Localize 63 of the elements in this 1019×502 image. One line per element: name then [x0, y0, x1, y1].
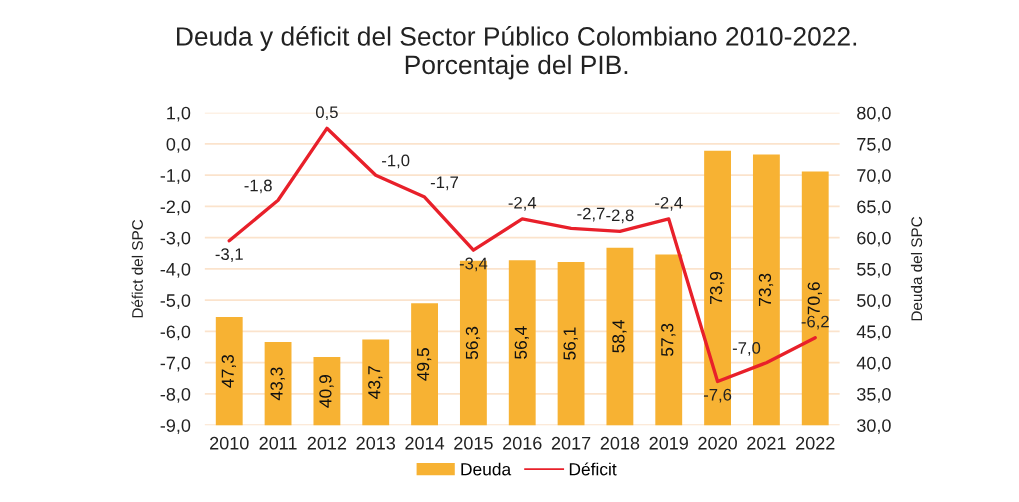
y-tick-label: -4,0 — [160, 262, 191, 278]
data-label: 73,3 — [758, 273, 774, 306]
chart-title: Deuda y déficit del Sector Público Colombiano 2010-2022. Porcentaje del PIB. — [177, 26, 857, 80]
y2-tick-label: 70,0 — [857, 169, 891, 185]
y2-tick-label: 30,0 — [857, 419, 891, 435]
x-tick-label: 2017 — [551, 436, 591, 450]
data-label: -7,6 — [703, 388, 732, 403]
y-tick-label: -8,0 — [160, 387, 191, 403]
data-label: 43,7 — [368, 366, 383, 399]
data-label: 56,3 — [465, 326, 481, 360]
x-tick-label: 2022 — [796, 436, 835, 450]
data-label: 49,5 — [416, 348, 432, 381]
data-label: -1,7 — [430, 176, 459, 191]
y2-axis-title: Deuda del SPC — [910, 216, 923, 321]
x-tick-label: 2013 — [356, 436, 396, 450]
data-label: -2,4 — [655, 196, 683, 211]
y-tick-label: -9,0 — [160, 419, 191, 435]
y-tick-label: -5,0 — [160, 294, 191, 310]
data-label: 43,3 — [270, 367, 285, 401]
data-label: -2,4 — [508, 196, 537, 211]
x-tick-label: 2011 — [259, 436, 297, 450]
x-tick-label: 2012 — [307, 436, 347, 450]
data-label: -1,0 — [382, 154, 410, 169]
legend-label: Déficit — [569, 462, 617, 476]
data-label: 57,3 — [661, 323, 676, 357]
y2-tick-label: 50,0 — [857, 294, 891, 310]
y2-tick-label: 55,0 — [857, 262, 891, 278]
y2-tick-label: 65,0 — [857, 200, 891, 216]
y-tick-label: -2,0 — [160, 200, 191, 216]
x-tick-label: 2015 — [454, 436, 493, 450]
y2-tick-label: 60,0 — [857, 231, 891, 247]
y2-tick-label: 40,0 — [856, 356, 891, 372]
data-label: 56,1 — [563, 327, 578, 360]
y2-tick-label: 75,0 — [857, 137, 891, 153]
data-label: 40,9 — [319, 375, 334, 408]
x-tick-label: 2021 — [747, 436, 786, 450]
data-label: -2,7 — [577, 207, 605, 222]
y-axis-title: Défict del SPC — [131, 219, 143, 318]
data-label: 73,9 — [709, 271, 725, 305]
y-tick-label: -3,0 — [160, 231, 191, 247]
y-tick-label: 1,0 — [167, 106, 191, 122]
y-tick-label: 0,0 — [166, 137, 191, 153]
y-tick-label: -7,0 — [160, 356, 191, 372]
x-tick-label: 2010 — [210, 436, 249, 450]
x-tick-label: 2014 — [405, 436, 445, 450]
data-label: 70,6 — [807, 282, 822, 315]
legend-label: Deuda — [461, 462, 512, 476]
x-tick-label: 2018 — [600, 436, 640, 450]
x-tick-label: 2016 — [503, 436, 542, 450]
y-tick-label: -1,0 — [160, 169, 191, 185]
data-label: -1,8 — [244, 179, 272, 194]
y2-tick-label: 35,0 — [857, 387, 891, 403]
y2-tick-label: 45,0 — [856, 325, 891, 341]
data-label: 0,5 — [315, 106, 338, 121]
data-label: 56,4 — [514, 326, 529, 359]
data-label: 58,4 — [612, 320, 627, 353]
y-tick-label: -6,0 — [160, 325, 191, 341]
data-label: -3,1 — [215, 248, 243, 262]
x-tick-label: 2020 — [698, 436, 737, 450]
y2-tick-label: 80,0 — [857, 106, 891, 122]
data-label: 47,3 — [221, 355, 236, 388]
x-tick-label: 2019 — [649, 436, 688, 450]
data-label: -2,8 — [606, 209, 634, 224]
